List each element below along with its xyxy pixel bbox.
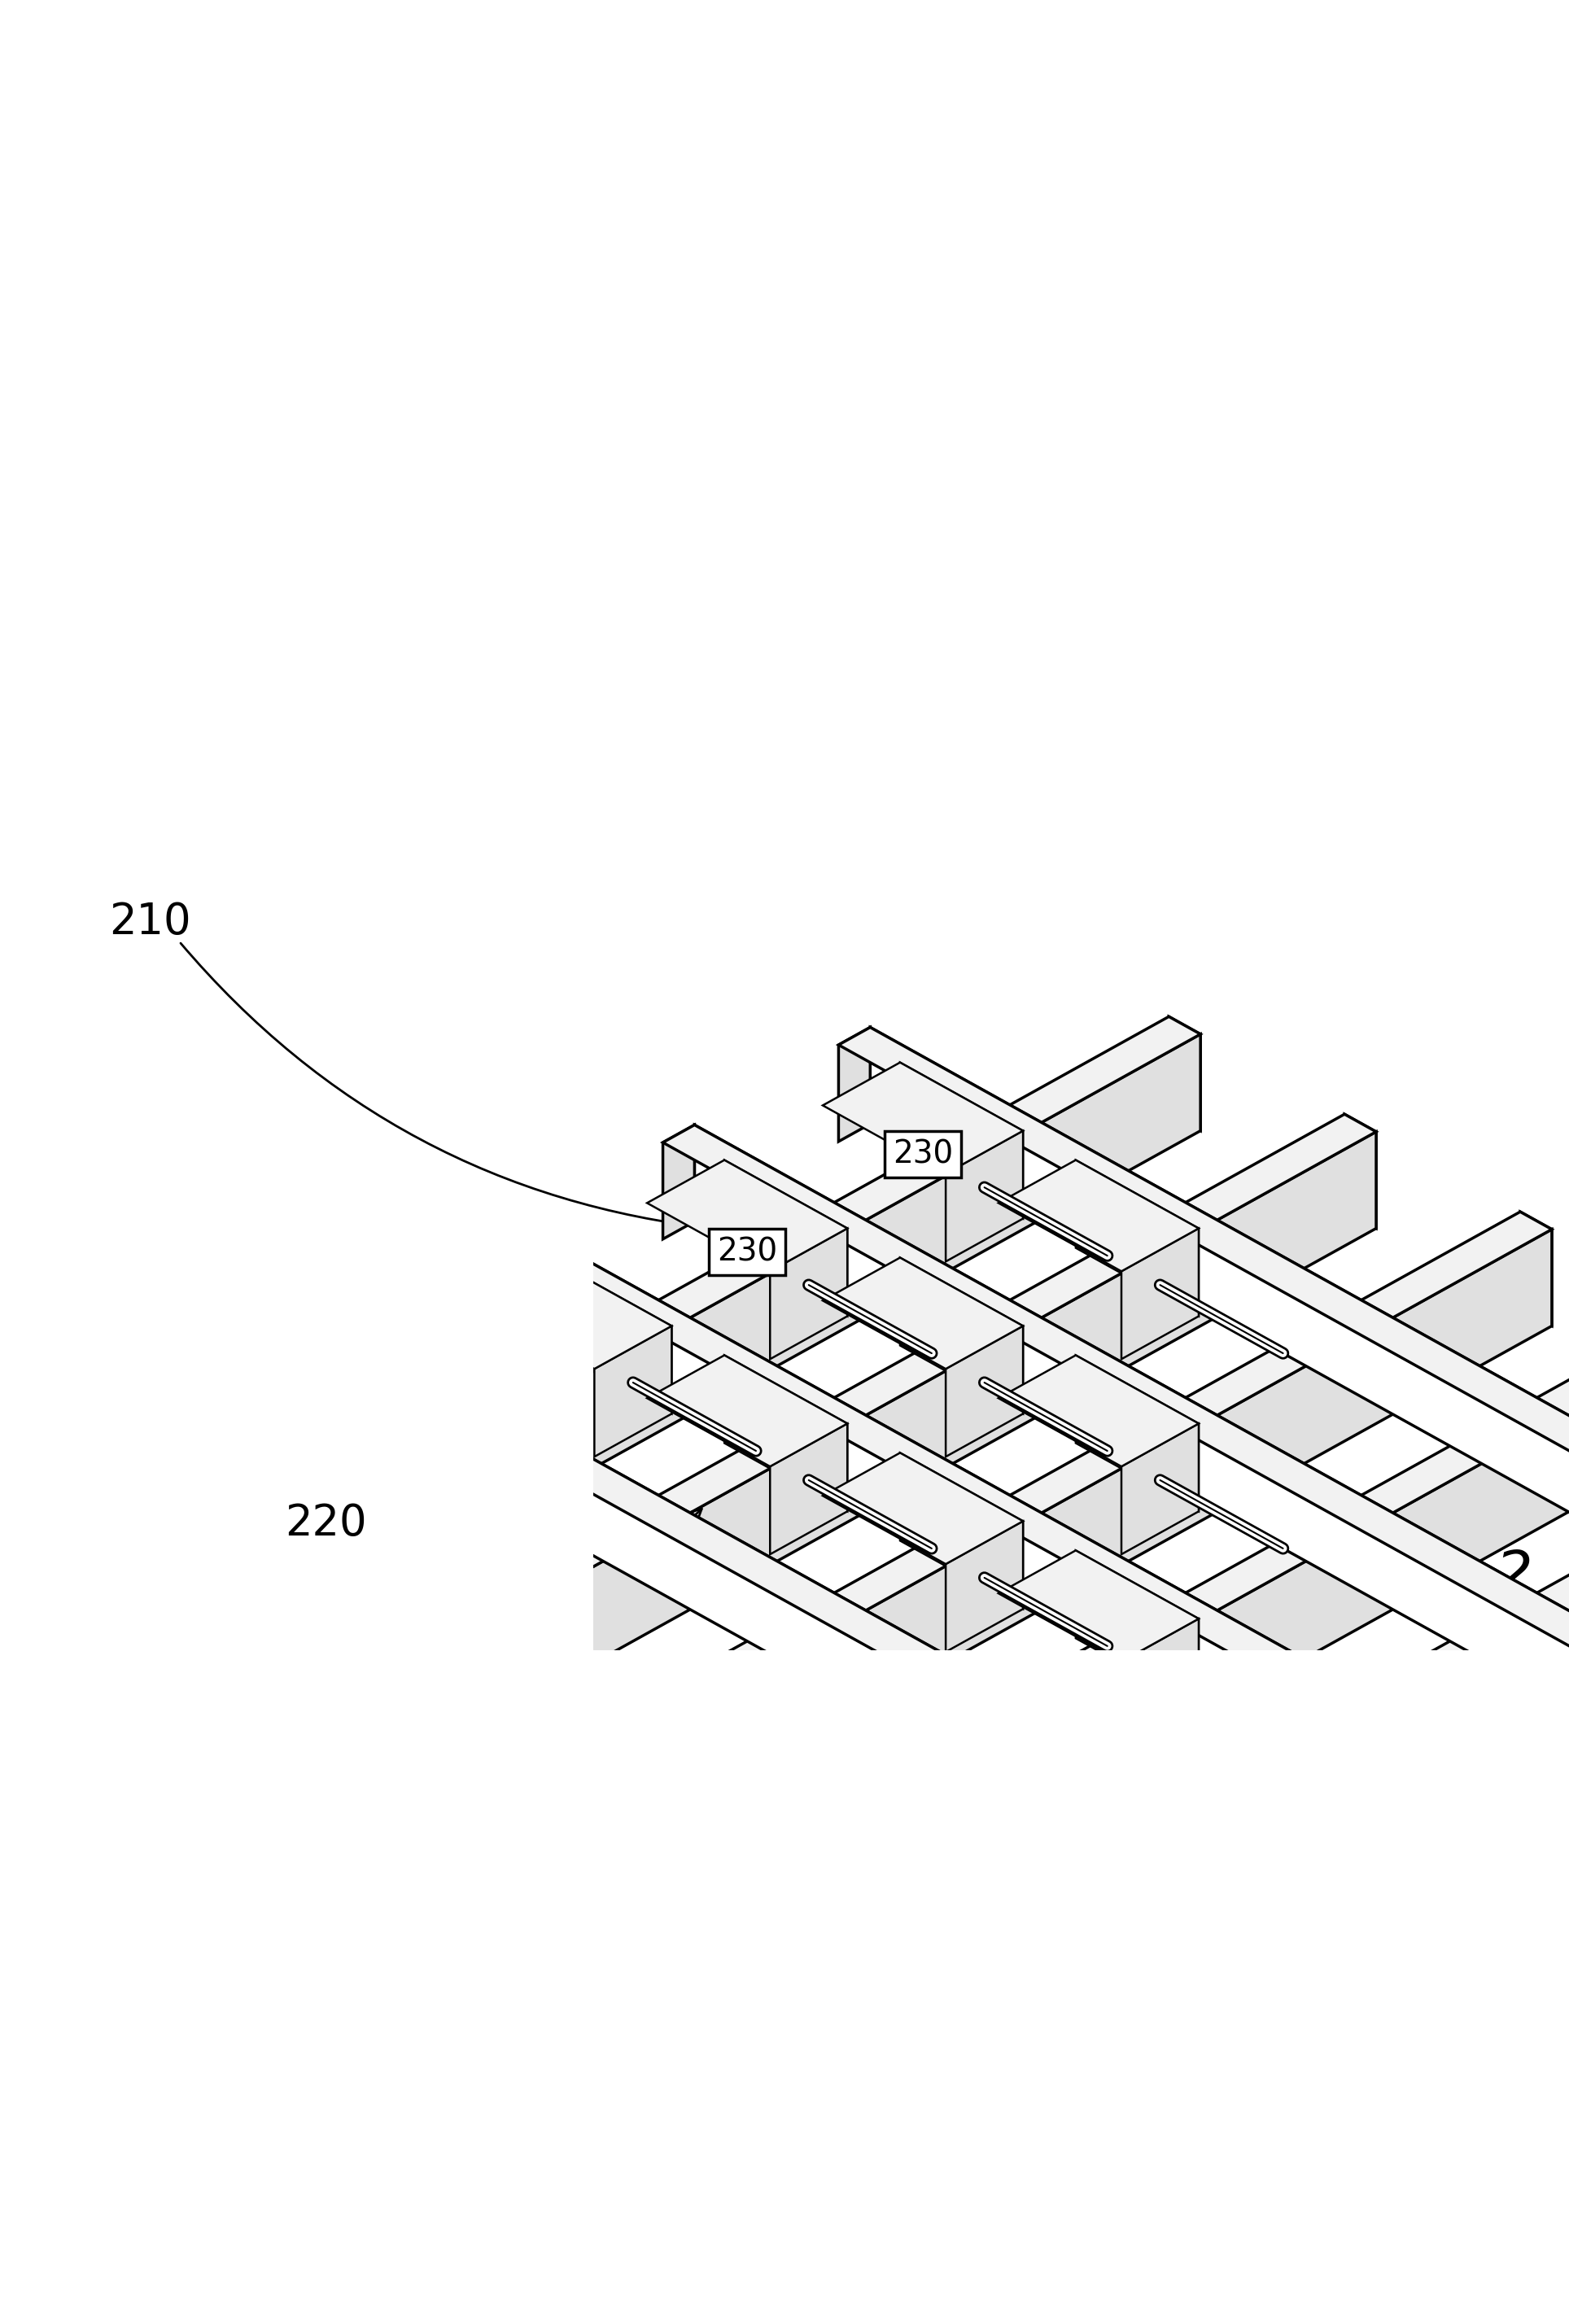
Polygon shape xyxy=(822,1257,1023,1369)
Polygon shape xyxy=(642,1406,1569,2108)
Polygon shape xyxy=(488,1222,1569,1827)
Polygon shape xyxy=(1122,1620,1199,1750)
Text: 200: 200 xyxy=(631,1518,712,1559)
Polygon shape xyxy=(471,1257,672,1369)
Polygon shape xyxy=(1122,1425,1199,1555)
Polygon shape xyxy=(595,1327,672,1457)
Polygon shape xyxy=(998,1550,1199,1662)
Polygon shape xyxy=(1520,1211,1552,1327)
Polygon shape xyxy=(871,1027,1569,1710)
Polygon shape xyxy=(770,1425,847,1555)
Polygon shape xyxy=(1122,1229,1199,1360)
Polygon shape xyxy=(312,1320,1398,1924)
Polygon shape xyxy=(998,1355,1199,1466)
Polygon shape xyxy=(725,1160,847,1315)
Polygon shape xyxy=(1076,1160,1199,1315)
Text: 230: 230 xyxy=(717,1236,777,1267)
Polygon shape xyxy=(290,1211,1552,1913)
Polygon shape xyxy=(115,1113,1376,1815)
Text: 230: 230 xyxy=(893,1139,952,1169)
Polygon shape xyxy=(662,1125,695,1239)
Polygon shape xyxy=(646,1355,847,1466)
Polygon shape xyxy=(838,1027,1569,1631)
Polygon shape xyxy=(1076,1355,1199,1511)
Polygon shape xyxy=(946,1132,1023,1262)
Polygon shape xyxy=(1076,1550,1199,1706)
Polygon shape xyxy=(466,1308,1569,2010)
Polygon shape xyxy=(662,1125,1569,1729)
Polygon shape xyxy=(695,1125,1569,1808)
Polygon shape xyxy=(519,1222,1569,1906)
Polygon shape xyxy=(901,1257,1023,1413)
Polygon shape xyxy=(322,1229,1552,2008)
Polygon shape xyxy=(0,1034,1200,1815)
Text: 210: 210 xyxy=(108,902,191,944)
Polygon shape xyxy=(497,1327,1569,2106)
Polygon shape xyxy=(1345,1113,1376,1229)
Text: FIG. 2: FIG. 2 xyxy=(1362,1548,1533,1606)
Polygon shape xyxy=(146,1132,1376,1913)
Polygon shape xyxy=(0,1016,1200,1717)
Polygon shape xyxy=(344,1320,1398,2003)
Text: 220: 220 xyxy=(284,1501,367,1543)
Polygon shape xyxy=(901,1452,1023,1608)
Polygon shape xyxy=(646,1160,847,1271)
Polygon shape xyxy=(673,1425,1569,2203)
Polygon shape xyxy=(549,1257,672,1413)
Polygon shape xyxy=(725,1355,847,1511)
Polygon shape xyxy=(822,1062,1023,1174)
Polygon shape xyxy=(838,1027,871,1141)
Polygon shape xyxy=(946,1327,1023,1457)
Polygon shape xyxy=(946,1522,1023,1652)
Polygon shape xyxy=(770,1229,847,1360)
Polygon shape xyxy=(998,1160,1199,1271)
Polygon shape xyxy=(312,1320,344,1434)
Polygon shape xyxy=(822,1452,1023,1564)
Polygon shape xyxy=(488,1222,519,1336)
Polygon shape xyxy=(1169,1016,1200,1132)
Polygon shape xyxy=(901,1062,1023,1218)
